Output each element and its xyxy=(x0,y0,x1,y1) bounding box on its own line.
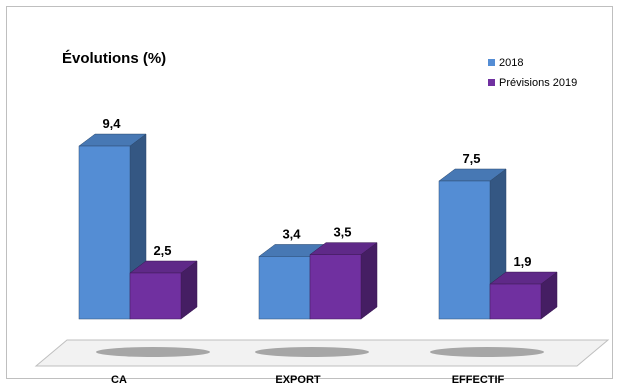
category-label-ca: CA xyxy=(111,374,127,385)
legend-label-previsions-2019: Prévisions 2019 xyxy=(499,77,577,89)
bar-export-previsions-2019-front xyxy=(309,254,362,320)
value-labels-layer: 9,4 2,5 3,4 3,5 7,5 1,9 xyxy=(102,116,531,269)
bar-export-previsions-2019 xyxy=(309,242,378,320)
bar-ca-previsions-2019-front xyxy=(129,272,182,320)
floor-shadow-export xyxy=(255,347,369,357)
category-labels-layer: CA EXPORT EFFECTIF xyxy=(111,374,504,385)
value-label-ca-2018: 9,4 xyxy=(102,116,121,131)
floor-shadow-effectif xyxy=(430,347,544,357)
legend-swatch-previsions-2019 xyxy=(488,79,495,86)
legend-label-2018: 2018 xyxy=(499,57,523,69)
category-label-effectif: EFFECTIF xyxy=(452,374,505,385)
bar-effectif-previsions-2019-front xyxy=(489,283,542,320)
bar-effectif-previsions-2019 xyxy=(489,271,558,320)
legend-swatch-2018 xyxy=(488,59,495,66)
bar-export-previsions-2019-side xyxy=(360,242,378,320)
value-label-export-2018: 3,4 xyxy=(282,226,301,241)
value-label-ca-previsions-2019: 2,5 xyxy=(153,243,171,258)
chart-title: Évolutions (%) xyxy=(62,50,166,67)
bar-ca-2018-front xyxy=(78,145,131,320)
bar-effectif-2018-front xyxy=(438,180,491,320)
floor-shadow-ca xyxy=(96,347,210,357)
value-label-effectif-previsions-2019: 1,9 xyxy=(513,254,531,269)
bar-export-2018-front xyxy=(258,256,311,320)
value-label-effectif-2018: 7,5 xyxy=(462,151,480,166)
bars-layer xyxy=(78,133,558,320)
category-label-export: EXPORT xyxy=(275,374,321,385)
bar-ca-previsions-2019 xyxy=(129,260,198,320)
legend: 2018 Prévisions 2019 xyxy=(488,57,577,89)
value-label-export-previsions-2019: 3,5 xyxy=(333,225,351,240)
